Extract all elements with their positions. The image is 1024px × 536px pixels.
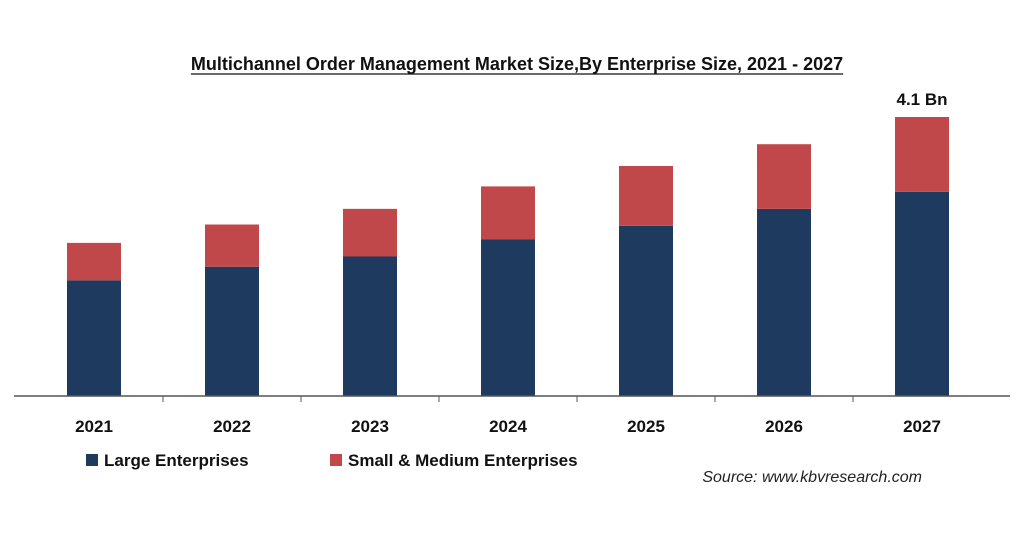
x-tick-label-2021: 2021 [75, 417, 113, 436]
chart-title: Multichannel Order Management Market Siz… [191, 54, 843, 74]
x-tick-label-2024: 2024 [489, 417, 527, 436]
bar-large-2025 [619, 225, 673, 396]
bar-large-2024 [481, 239, 535, 396]
bar-large-2022 [205, 266, 259, 396]
legend-label-small-medium-enterprises: Small & Medium Enterprises [348, 451, 578, 470]
x-tick-label-2023: 2023 [351, 417, 389, 436]
bar-small-medium-2023 [343, 208, 397, 257]
bar-large-2023 [343, 256, 397, 396]
bar-large-2027 [895, 191, 949, 396]
bar-small-medium-2026 [757, 144, 811, 209]
bar-small-medium-2021 [67, 242, 121, 281]
bar-small-medium-2024 [481, 186, 535, 240]
legend: Large Enterprises Small & Medium Enterpr… [86, 451, 578, 470]
x-tick-label-2022: 2022 [213, 417, 251, 436]
annotation-2027: 4.1 Bn [896, 90, 947, 109]
source-note: Source: www.kbvresearch.com [702, 469, 922, 486]
bar-large-2026 [757, 208, 811, 396]
annotations: 4.1 Bn [896, 90, 947, 109]
bar-small-medium-2022 [205, 224, 259, 267]
bar-small-medium-2025 [619, 165, 673, 226]
legend-swatch-small-medium-enterprises [330, 454, 342, 466]
x-tick-label-2026: 2026 [765, 417, 803, 436]
x-tick-label-2025: 2025 [627, 417, 665, 436]
x-tick-label-2027: 2027 [903, 417, 941, 436]
bars [67, 117, 949, 396]
x-axis-ticks: 2021 2022 2023 2024 2025 2026 2027 [75, 396, 941, 436]
bar-small-medium-2027 [895, 117, 949, 192]
legend-swatch-large-enterprises [86, 454, 98, 466]
bar-large-2021 [67, 280, 121, 396]
legend-label-large-enterprises: Large Enterprises [104, 451, 249, 470]
